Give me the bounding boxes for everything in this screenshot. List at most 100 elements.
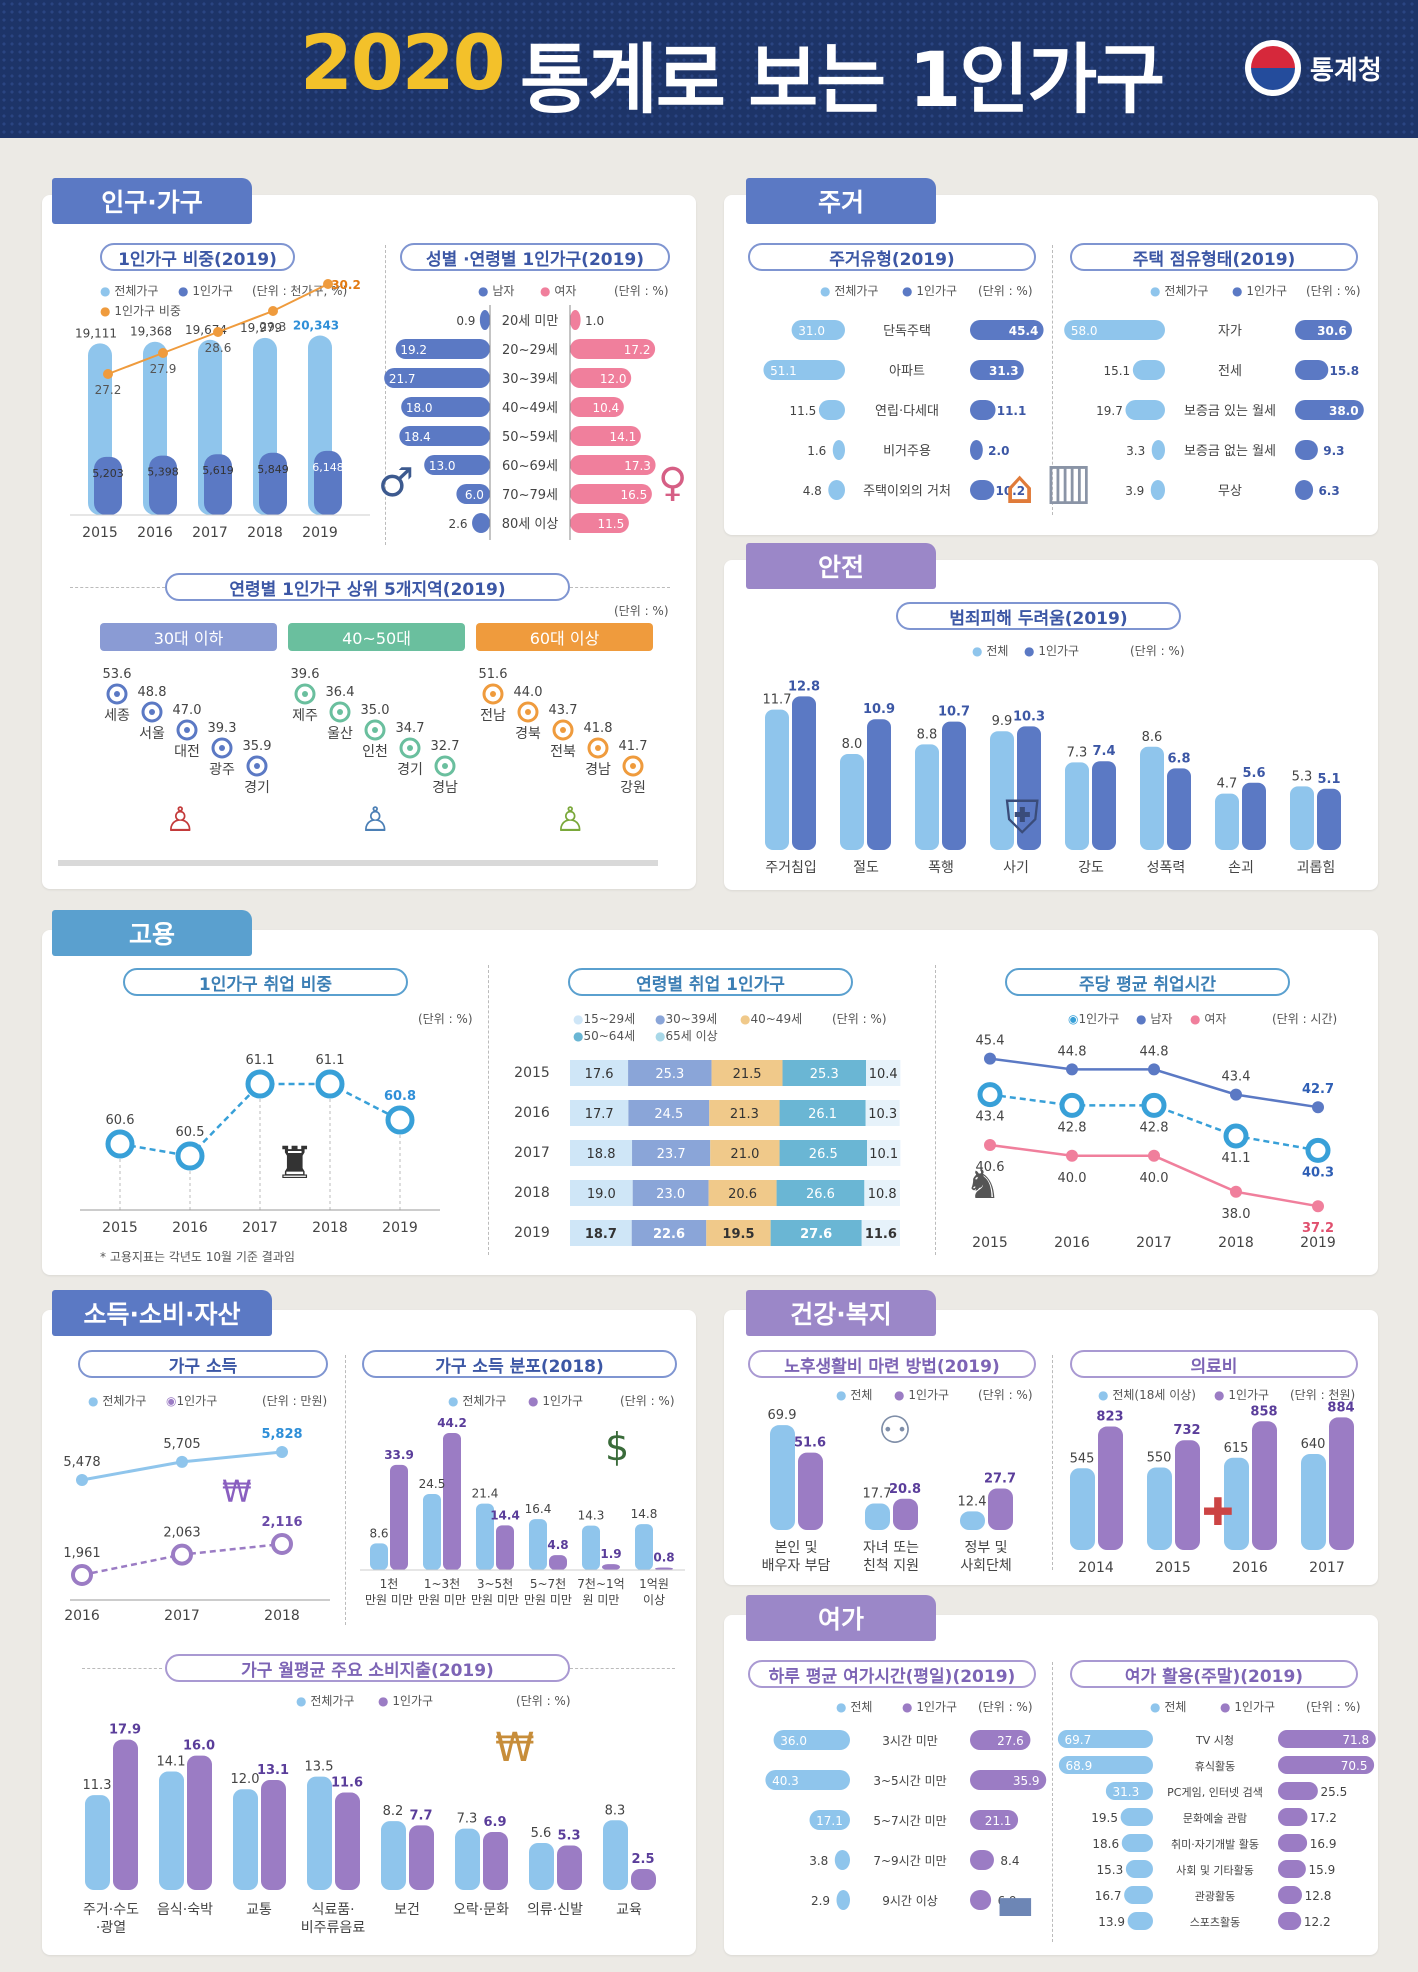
elderly-person-icon: ♙ <box>555 800 586 840</box>
all-value: 14.8 <box>631 1507 658 1521</box>
bar-all <box>1120 1808 1153 1826</box>
house-icon: ⌂ <box>1005 460 1035 514</box>
chart-household-income: 5,478 5,705 5,828 1,961 2,063 2,116 2016 2017 20… <box>63 1427 330 1624</box>
one-value: 732 <box>1173 1423 1200 1438</box>
category: 음식·숙박 <box>157 1902 213 1918</box>
region-dot <box>149 709 155 715</box>
leisure-time-unit: (단위 : %) <box>978 1700 1033 1714</box>
hours-label: 42.8 <box>1140 1120 1169 1135</box>
all-value: 550 <box>1147 1451 1172 1466</box>
region-dot <box>337 709 343 715</box>
tenure-type: 보증금 없는 월세 <box>1184 444 1276 459</box>
leisure-act-unit: (단위 : %) <box>1306 1700 1361 1714</box>
region-value: 41.8 <box>584 721 613 736</box>
bar-one <box>1242 782 1266 850</box>
year-label: 2018 <box>514 1185 550 1201</box>
one-value: 33.9 <box>384 1448 414 1462</box>
region-name: 경기 <box>397 762 423 778</box>
stack-seg <box>861 1220 900 1246</box>
region-name: 강원 <box>620 780 646 796</box>
stack-seg <box>570 1180 633 1206</box>
seg-value: 18.7 <box>585 1227 617 1242</box>
rate-point <box>245 1069 275 1099</box>
ratio-legend-one: ● 1인가구 <box>178 284 234 298</box>
region-value: 48.8 <box>138 685 167 700</box>
one-value: 17.9 <box>109 1723 141 1738</box>
seg-value: 26.6 <box>806 1187 835 1202</box>
shopper-card-icon: ₩ <box>495 1725 535 1771</box>
all-label: 5,705 <box>163 1437 200 1452</box>
one-value: 35.9 <box>1013 1774 1040 1788</box>
emp-age-legend-item: ●15~29세 <box>573 1012 636 1026</box>
one-value: 70.5 <box>1341 1759 1368 1773</box>
all-value: 36.0 <box>780 1734 807 1748</box>
tenure-type: 자가 <box>1218 324 1242 339</box>
stack-seg <box>632 1140 711 1166</box>
house-type-unit: (단위 : %) <box>978 284 1033 298</box>
bar-all <box>582 1525 600 1570</box>
regions-title: 연령별 1인가구 상위 5개지역(2019) <box>165 573 570 601</box>
category: 의류·신발 <box>527 1902 583 1918</box>
bar-one <box>1295 320 1352 340</box>
stack-seg <box>776 1180 865 1206</box>
emp-age-legend-item: ●30~39세 <box>655 1012 718 1026</box>
hours-point <box>1148 1149 1160 1162</box>
one-value: 884 <box>1327 1400 1354 1415</box>
label-one: 5,619 <box>202 464 234 477</box>
bar-all <box>423 1494 441 1570</box>
x-tick: 2015 <box>1155 1560 1191 1576</box>
region-dot <box>595 745 601 751</box>
hh-income-unit: (단위 : 만원) <box>262 1394 328 1408</box>
category: ·광열 <box>96 1920 126 1936</box>
category: 사기 <box>1003 860 1029 876</box>
all-label: 5,478 <box>63 1455 100 1470</box>
bar-all <box>1150 480 1165 500</box>
category: 주거침입 <box>765 860 817 876</box>
regions-unit: (단위 : %) <box>614 604 669 618</box>
bar-all <box>791 320 845 340</box>
divider <box>82 1668 162 1669</box>
chart-house-type: 31.0 45.4 단독주택 51.1 31.3 아파트 11.5 11.1 연립·다세대 1.6… <box>763 320 1044 500</box>
bar-one <box>970 320 1044 340</box>
tab-leisure: 여가 <box>746 1595 936 1641</box>
region-value: 44.0 <box>514 685 543 700</box>
logo-text: 통계청 <box>1310 56 1382 86</box>
tenure-legend-one: ● 1인가구 <box>1232 284 1288 298</box>
bar-one <box>970 1890 992 1910</box>
stack-seg <box>628 1060 712 1086</box>
bar-all <box>307 1776 332 1890</box>
one-value: 13.1 <box>257 1763 289 1778</box>
stack-seg <box>570 1140 633 1166</box>
x-tick: 2019 <box>382 1220 418 1236</box>
region-value: 53.6 <box>103 667 132 682</box>
bar-male <box>472 513 490 533</box>
category: 비주류음료 <box>301 1920 366 1936</box>
bar-one <box>1252 1421 1277 1550</box>
female-value: 12.0 <box>600 372 627 386</box>
ratio-unit: (단위 : 천가구, %) <box>252 284 348 298</box>
one-point <box>171 1543 193 1566</box>
seg-value: 19.0 <box>587 1187 616 1202</box>
one-value: 5.6 <box>1242 766 1265 781</box>
stack-seg <box>866 1060 901 1086</box>
tab-health: 건강·복지 <box>746 1290 936 1336</box>
crime-legend-one: ● 1인가구 <box>1024 644 1080 658</box>
seg-value: 24.5 <box>654 1107 683 1122</box>
hours-label: 40.3 <box>1302 1165 1334 1180</box>
leisure-time-legend-one: ● 1인가구 <box>902 1700 958 1714</box>
all-value: 12.4 <box>958 1494 987 1509</box>
income-dist-legend-one: ● 1인가구 <box>528 1394 584 1408</box>
one-value: 11.6 <box>331 1776 363 1791</box>
bar-male <box>424 455 490 475</box>
x-tick: 2015 <box>82 525 118 541</box>
bar-female <box>570 310 581 330</box>
stack-seg <box>779 1100 866 1126</box>
chart-working-hours: 45.4 44.8 44.8 43.4 42.7 43.4 42.8 42.8 41.1 40.3… <box>972 1034 1336 1251</box>
category: 강도 <box>1078 860 1104 876</box>
all-value: 13.9 <box>1098 1915 1125 1929</box>
stack-seg <box>628 1100 710 1126</box>
bar-one <box>970 1850 994 1870</box>
rate-point <box>315 1069 345 1099</box>
bar-one <box>94 456 122 515</box>
old-age-unit: (단위 : %) <box>978 1388 1033 1402</box>
